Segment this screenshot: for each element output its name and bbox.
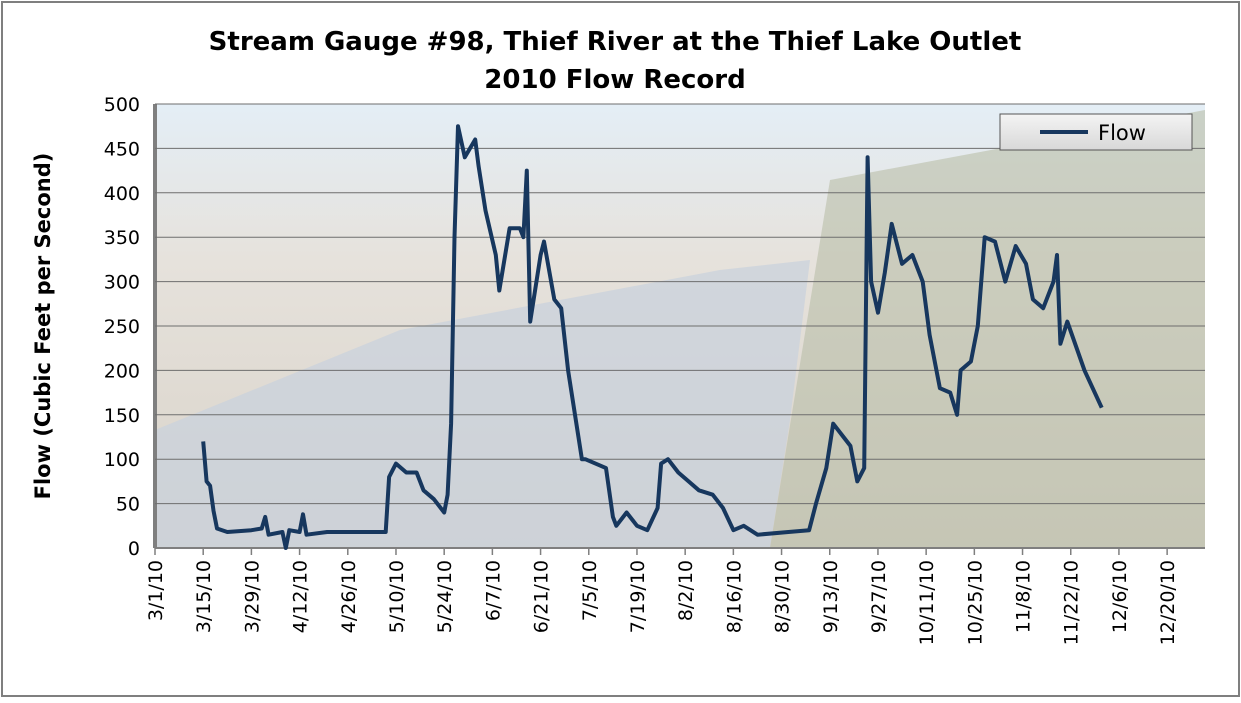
- x-tick-label: 12/20/10: [1157, 560, 1179, 645]
- y-tick-label: 0: [128, 538, 140, 560]
- x-tick-label: 8/30/10: [772, 560, 794, 633]
- y-tick-label: 150: [104, 405, 140, 427]
- x-tick-label: 3/1/10: [145, 560, 167, 621]
- legend-box: [1000, 114, 1192, 150]
- legend-label: Flow: [1098, 121, 1146, 145]
- x-tick-label: 4/12/10: [290, 560, 312, 633]
- y-tick-label: 100: [104, 449, 140, 471]
- y-tick-label: 450: [104, 138, 140, 160]
- y-tick-label: 400: [104, 183, 140, 205]
- x-tick-label: 6/21/10: [531, 560, 553, 633]
- x-tick-label: 10/11/10: [916, 560, 938, 645]
- x-tick-label: 8/2/10: [675, 560, 697, 621]
- y-tick-label: 200: [104, 360, 140, 382]
- y-tick-label: 50: [116, 494, 140, 516]
- page: {"chart_data": {"type": "line", "title":…: [0, 0, 1241, 703]
- chart: Stream Gauge #98, Thief River at the Thi…: [0, 0, 1241, 698]
- x-tick-label: 9/13/10: [820, 560, 842, 633]
- y-tick-label: 300: [104, 272, 140, 294]
- x-tick-label: 5/24/10: [434, 560, 456, 633]
- x-tick-label: 11/8/10: [1013, 560, 1035, 633]
- x-tick-label: 9/27/10: [868, 560, 890, 633]
- chart-subtitle: 2010 Flow Record: [484, 65, 745, 95]
- x-tick-label: 6/7/10: [482, 560, 504, 621]
- y-tick-label: 500: [104, 94, 140, 116]
- x-tick-label: 12/6/10: [1109, 560, 1131, 633]
- x-tick-label: 10/25/10: [964, 560, 986, 645]
- y-axis-label: Flow (Cubic Feet per Second): [31, 153, 55, 500]
- x-tick-label: 7/19/10: [627, 560, 649, 633]
- y-tick-label: 350: [104, 227, 140, 249]
- x-tick-label: 5/10/10: [386, 560, 408, 633]
- chart-title: Stream Gauge #98, Thief River at the Thi…: [209, 27, 1022, 57]
- y-tick-label: 250: [104, 316, 140, 338]
- x-tick-label: 11/22/10: [1061, 560, 1083, 645]
- x-tick-label: 8/16/10: [723, 560, 745, 633]
- x-tick-label: 3/15/10: [193, 560, 215, 633]
- x-tick-label: 4/26/10: [338, 560, 360, 633]
- x-tick-label: 3/29/10: [241, 560, 263, 633]
- x-tick-label: 7/5/10: [579, 560, 601, 621]
